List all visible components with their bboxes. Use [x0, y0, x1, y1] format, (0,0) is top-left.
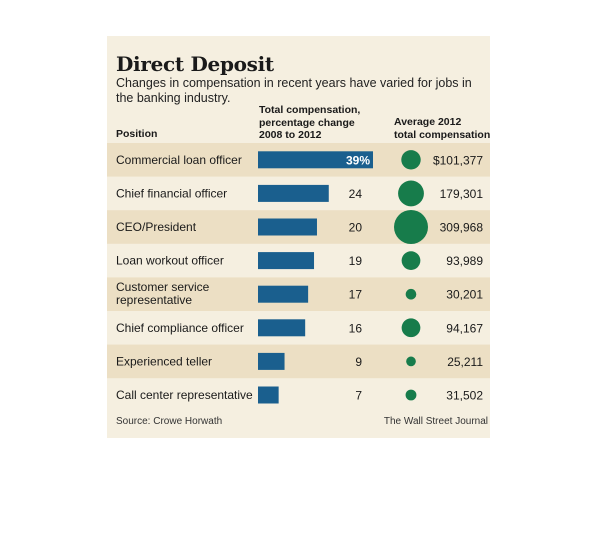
pct-change-label: 17 [349, 288, 363, 302]
pct-change-bar [258, 252, 315, 270]
chart-title: Direct Deposit [116, 52, 274, 76]
pct-change-label: 7 [355, 389, 362, 403]
avg-comp-circle [401, 150, 421, 170]
publisher-credit: The Wall Street Journal [383, 416, 488, 427]
pct-change-label: 9 [355, 355, 362, 369]
avg-comp-label: 179,301 [440, 187, 484, 201]
pct-change-bar [258, 218, 317, 236]
position-label: Chief compliance officer [116, 321, 244, 335]
pct-change-bar [258, 285, 309, 303]
avg-comp-label: 309,968 [440, 221, 484, 235]
pct-change-bar [258, 151, 373, 169]
avg-comp-circle [401, 318, 421, 338]
avg-comp-label: 93,989 [446, 254, 483, 268]
avg-comp-circle [405, 389, 417, 401]
avg-comp-label: 25,211 [447, 355, 483, 369]
pct-change-label: 39% [346, 153, 370, 167]
chart-subtitle: Changes in compensation in recent years … [116, 76, 472, 105]
position-label: Customer service representative [116, 280, 210, 307]
row-stripe [107, 344, 490, 379]
avg-comp-label: 31,502 [446, 389, 483, 403]
avg-comp-circle [406, 356, 416, 367]
source-note: Source: Crowe Horwath [116, 416, 223, 427]
position-label: Experienced teller [116, 354, 212, 368]
pct-change-bar [258, 319, 306, 337]
column-header-percentage-change: Total compensation, percentage change 20… [259, 104, 361, 141]
avg-comp-label: 30,201 [446, 288, 483, 302]
avg-comp-circle [394, 210, 428, 244]
position-label: Chief financial officer [116, 186, 227, 200]
pct-change-bar [258, 352, 285, 370]
pct-change-label: 16 [349, 321, 363, 335]
position-label: CEO/President [116, 220, 197, 234]
pct-change-bar [258, 184, 329, 202]
avg-comp-circle [398, 180, 424, 207]
column-header-position: Position [116, 128, 158, 140]
pct-change-label: 20 [349, 221, 363, 235]
avg-comp-circle [401, 251, 421, 270]
avg-comp-circle [405, 288, 417, 300]
position-label: Commercial loan officer [116, 153, 242, 167]
column-header-average-compensation: Average 2012 total compensation [394, 116, 491, 141]
pct-change-label: 19 [349, 254, 363, 268]
position-label: Loan workout officer [116, 254, 224, 268]
pct-change-bar [258, 386, 279, 404]
position-label: Call center representative [116, 388, 253, 402]
avg-comp-label: $101,377 [433, 153, 483, 167]
avg-comp-label: 94,167 [446, 321, 483, 335]
pct-change-label: 24 [349, 187, 363, 201]
